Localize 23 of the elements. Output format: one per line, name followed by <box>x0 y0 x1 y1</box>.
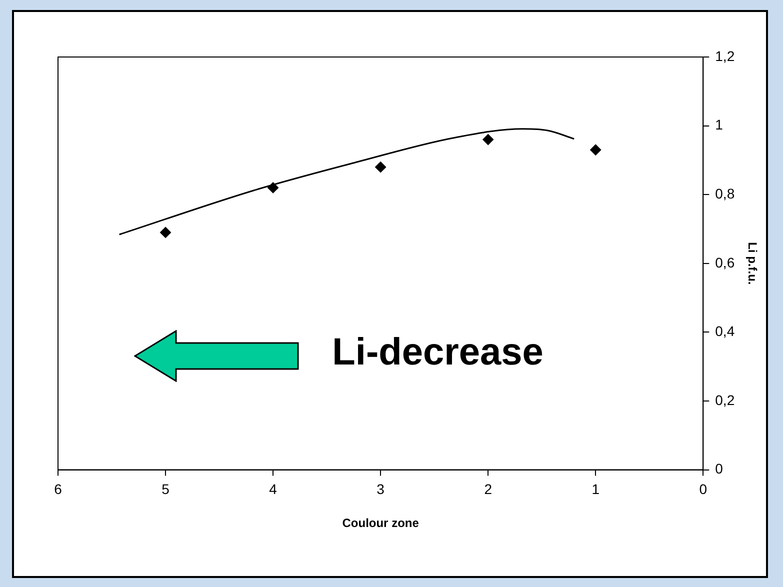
x-tick-label: 3 <box>376 481 385 498</box>
y-tick-label: 0 <box>715 460 724 477</box>
x-axis-title: Coulour zone <box>342 516 420 530</box>
point <box>482 134 494 146</box>
y-tick-label: 0,8 <box>715 185 735 202</box>
x-tick-label: 2 <box>484 481 492 498</box>
x-tick-label: 0 <box>699 481 708 498</box>
point <box>375 162 386 173</box>
x-tick-label: 1 <box>592 481 600 498</box>
y-tick-label: 1 <box>715 116 724 133</box>
x-tick-label: 4 <box>269 481 278 498</box>
y-axis-title: Li p.f.u. <box>745 242 760 285</box>
y-tick-label: 0,6 <box>715 254 735 270</box>
x-tick-label: 6 <box>54 481 62 498</box>
point <box>268 182 279 194</box>
annotation: Li-decrease <box>332 332 544 374</box>
line-series <box>118 128 575 236</box>
y-tick-label: 0,4 <box>715 323 735 340</box>
y-tick-label: 1,2 <box>715 48 735 64</box>
point <box>590 144 602 156</box>
y-tick-label: 0,2 <box>715 392 735 408</box>
x-tick-label: 5 <box>162 481 170 498</box>
point <box>160 226 172 238</box>
